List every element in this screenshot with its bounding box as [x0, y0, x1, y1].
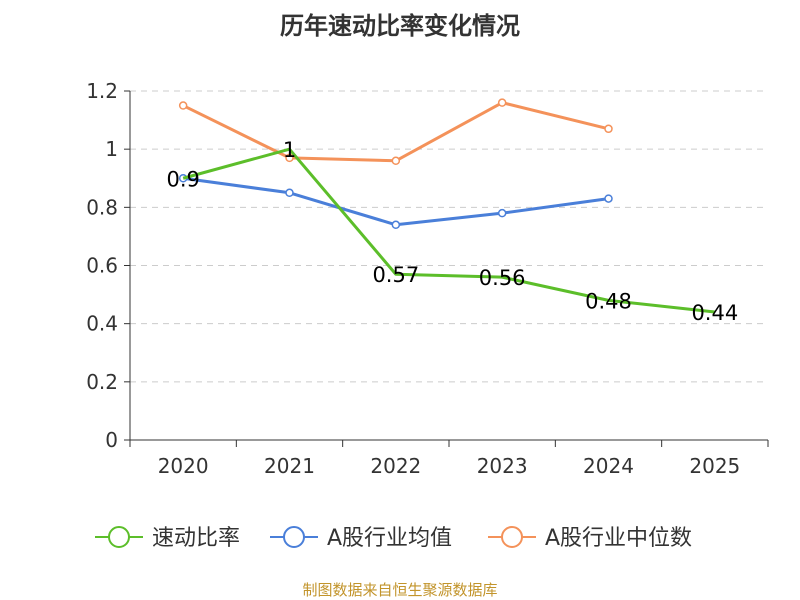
legend-label: 速动比率: [152, 526, 240, 551]
data-point-industry_mean: [391, 220, 401, 230]
x-tick-label: 2021: [264, 454, 315, 478]
legend-swatch-marker: [501, 526, 523, 548]
legend-label: A股行业均值: [327, 526, 452, 551]
data-point-industry_mean: [604, 194, 613, 203]
data-label: 0.48: [585, 289, 632, 313]
axes: 0 0.2 0.4 0.6 0.8 1 1.2 2020 2021 2022 2023 2024 202…: [86, 79, 769, 478]
data-point-industry_median: [497, 98, 507, 107]
y-tick-label: 1: [105, 137, 118, 161]
data-label: 0.9: [166, 167, 199, 191]
legend-item-industry_mean[interactable]: A股行业均值: [270, 526, 452, 551]
x-tick-label: 2024: [583, 454, 634, 478]
data-point-industry_mean: [285, 188, 294, 198]
data-label: 0.56: [479, 266, 526, 290]
grid-lines: [130, 90, 768, 383]
x-tick-label: 2025: [689, 454, 740, 478]
series-line-quick_ratio: [182, 147, 715, 314]
data-label: 0.57: [372, 263, 419, 287]
legend-label: A股行业中位数: [545, 526, 692, 551]
data-label: 1: [283, 138, 296, 162]
legend-item-quick_ratio[interactable]: 速动比率: [95, 526, 240, 551]
legend-swatch-marker: [108, 526, 130, 548]
y-tick-label: 0.4: [86, 312, 118, 336]
legend-item-industry_median[interactable]: A股行业中位数: [488, 526, 692, 551]
x-tick-label: 2020: [158, 454, 209, 478]
data-point-industry_mean: [497, 208, 507, 218]
data-point-industry_median: [604, 124, 613, 134]
data-labels: 0.9 1 0.57 0.56 0.48 0.44: [166, 138, 738, 325]
chart-title: 历年速动比率变化情况: [280, 12, 520, 40]
series-line-industry_median: [182, 101, 609, 163]
source-note: 制图数据来自恒生聚源数据库: [302, 581, 498, 599]
data-label: 0.44: [691, 301, 738, 325]
y-tick-label: 1.2: [86, 79, 118, 103]
legend[interactable]: 速动比率 A股行业均值 A股行业中位数: [95, 526, 692, 551]
data-point-industry_median: [391, 156, 401, 166]
series-line-industry_mean: [182, 176, 609, 227]
y-tick-label: 0.2: [86, 370, 118, 394]
x-tick-label: 2023: [477, 454, 528, 478]
series-lines: [178, 98, 715, 314]
y-tick-label: 0.8: [86, 195, 118, 219]
x-tick-label: 2022: [370, 454, 421, 478]
data-point-industry_median: [285, 153, 294, 163]
y-tick-label: 0: [105, 428, 118, 452]
legend-swatch-marker: [283, 526, 305, 548]
y-tick-label: 0.6: [86, 254, 118, 278]
data-point-industry_median: [178, 101, 188, 110]
